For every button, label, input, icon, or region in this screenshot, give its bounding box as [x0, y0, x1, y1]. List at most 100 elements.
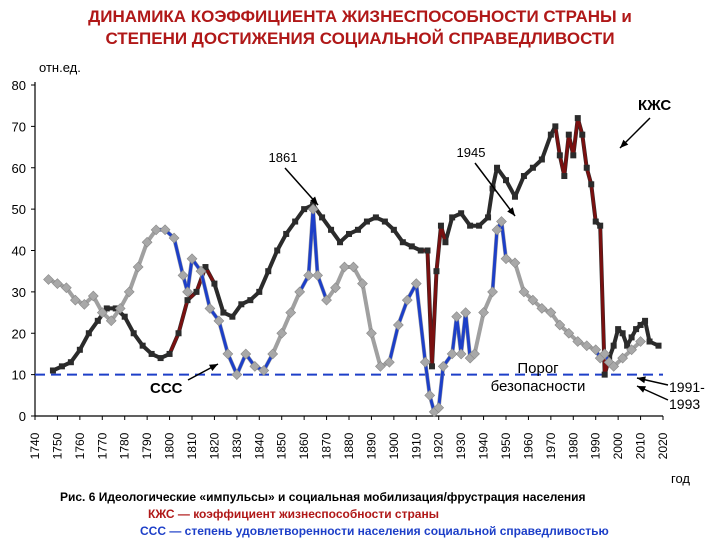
series-group	[43, 115, 662, 418]
kzs-marker	[428, 363, 435, 370]
sss-marker	[186, 253, 198, 265]
kzs-marker	[363, 218, 370, 225]
kzs-marker	[292, 218, 299, 225]
sss-marker	[527, 294, 539, 306]
x-tick-label: 1750	[50, 432, 64, 459]
kzs-marker	[556, 152, 563, 159]
kzs-marker	[574, 115, 581, 122]
kzs-marker	[561, 173, 568, 180]
caption-line-3: ССС — степень удовлетворенности населени…	[140, 524, 609, 538]
sss-marker	[590, 344, 602, 356]
kzs-marker	[583, 164, 590, 171]
kzs-marker	[328, 226, 335, 233]
sss-marker	[608, 360, 620, 372]
sss-marker	[60, 282, 72, 294]
sss-marker	[383, 356, 395, 368]
sss-marker	[294, 286, 306, 298]
sss-marker	[455, 348, 467, 360]
annotation-1993-arrow-head	[637, 386, 646, 393]
kzs-marker	[437, 222, 444, 229]
kzs-marker	[256, 288, 263, 295]
kzs-marker	[628, 334, 635, 341]
y-tick-label: 30	[12, 285, 26, 300]
x-tick-label: 1800	[163, 432, 177, 459]
kzs-marker	[211, 280, 218, 287]
kzs-marker	[458, 210, 465, 217]
x-tick-label: 1960	[521, 432, 535, 459]
sss-marker	[69, 294, 81, 306]
kzs-marker	[538, 156, 545, 163]
kzs-marker	[642, 317, 649, 324]
sss-marker	[424, 389, 436, 401]
kzs-marker	[433, 268, 440, 275]
sss-marker	[150, 224, 162, 236]
caption-line-2: КЖС — коэффициент жизнеспособности стран…	[148, 507, 439, 521]
annotation-sss-label: ССС	[150, 380, 183, 397]
annotation-1991-label: 1991-	[669, 379, 705, 395]
x-tick-label: 1940	[477, 432, 491, 459]
y-tick-label: 40	[12, 244, 26, 259]
x-tick-label: 1860	[297, 432, 311, 459]
kzs-marker	[511, 193, 518, 200]
annotation-1945-arrow	[474, 162, 516, 217]
sss-marker	[401, 294, 413, 306]
sss-marker	[258, 365, 270, 376]
kzs-marker	[166, 350, 173, 357]
kzs-marker	[467, 222, 474, 229]
sss-accent-segment	[156, 228, 275, 377]
sss-marker	[123, 286, 135, 298]
sss-marker	[392, 319, 404, 331]
sss-marker	[433, 402, 445, 414]
x-tick-label: 2000	[611, 432, 625, 459]
kzs-marker	[399, 239, 406, 246]
x-tick-label: 2010	[634, 432, 648, 459]
kzs-marker	[655, 342, 662, 349]
kzs-marker	[121, 313, 128, 320]
annotation-kzs-label: КЖС	[638, 97, 671, 114]
kzs-marker	[319, 214, 326, 221]
sss-marker	[249, 360, 261, 372]
kzs-marker	[476, 222, 483, 229]
sss-marker	[307, 203, 319, 215]
threshold-label-line-1: Порог	[517, 360, 559, 377]
kzs-marker	[520, 173, 527, 180]
x-tick-label: 1870	[320, 432, 334, 459]
y-tick-label: 60	[12, 161, 26, 176]
kzs-marker	[247, 297, 254, 304]
sss-marker	[487, 286, 498, 298]
y-tick-label: 70	[12, 119, 26, 134]
kzs-marker	[485, 214, 492, 221]
annotation-1993-label: 1993	[669, 396, 700, 412]
sss-marker	[554, 319, 566, 331]
kzs-marker	[67, 359, 74, 366]
sss-marker	[276, 327, 288, 339]
x-axis-title: год	[671, 471, 690, 486]
y-tick-label: 0	[19, 409, 26, 424]
title-line-2: СТЕПЕНИ ДОСТИЖЕНИЯ СОЦИАЛЬНОЙ СПРАВЕДЛИВ…	[105, 29, 615, 48]
kzs-marker	[94, 317, 101, 324]
x-tick-label: 1810	[185, 432, 199, 459]
sss-marker	[267, 348, 279, 360]
y-tick-label: 50	[12, 202, 26, 217]
kzs-marker	[381, 218, 388, 225]
kzs-marker	[547, 131, 554, 138]
sss-marker	[330, 282, 341, 294]
x-tick-label: 1950	[499, 432, 513, 459]
sss-marker	[312, 269, 323, 281]
x-tick-label: 1900	[387, 432, 401, 459]
kzs-marker	[646, 338, 653, 345]
kzs-marker	[274, 247, 281, 254]
kzs-marker	[193, 288, 200, 295]
kzs-marker	[424, 247, 431, 254]
annotation-1991-arrow-head	[637, 376, 646, 384]
x-tick-label: 1780	[118, 432, 132, 459]
y-axis-title: отн.ед.	[39, 60, 81, 75]
sss-marker	[52, 278, 63, 289]
sss-marker	[545, 307, 557, 318]
sss-marker	[581, 340, 593, 352]
x-tick-label: 1990	[589, 432, 603, 459]
annotations: 1861 1945 КЖС ССС 1991-1993	[150, 97, 705, 412]
annotation-1861-arrow-head	[309, 196, 318, 205]
kzs-marker	[202, 264, 209, 271]
sss-marker	[177, 269, 189, 281]
